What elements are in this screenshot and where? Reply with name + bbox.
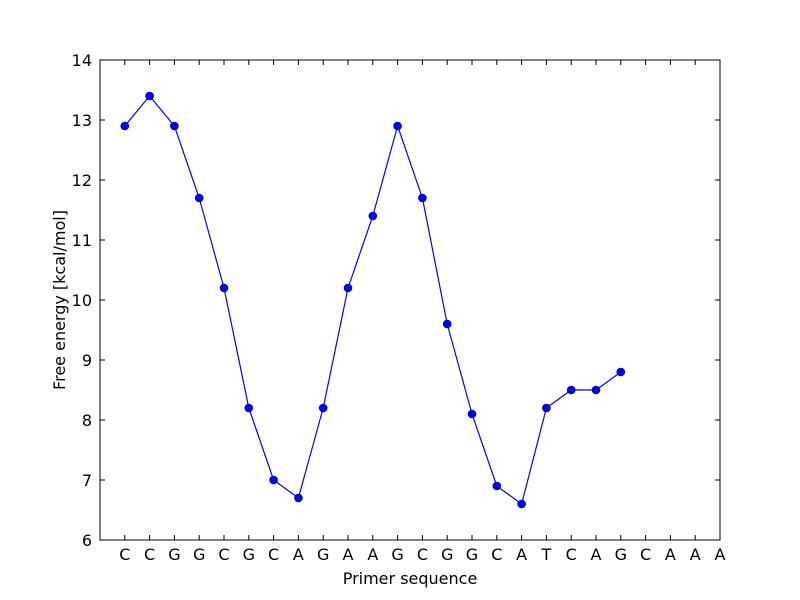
- x-tick-label: A: [516, 545, 527, 564]
- marker: [517, 499, 526, 509]
- y-tick-label: 13: [72, 111, 92, 130]
- marker: [566, 385, 576, 395]
- x-tick-label: G: [441, 545, 453, 564]
- x-tick-label: C: [640, 545, 651, 564]
- x-tick-label: G: [193, 545, 205, 564]
- marker: [368, 211, 378, 221]
- x-tick-label: A: [343, 545, 354, 564]
- x-tick-label: C: [566, 545, 577, 564]
- x-tick-label: A: [690, 545, 701, 564]
- marker: [418, 193, 427, 203]
- marker: [442, 319, 452, 329]
- marker: [492, 481, 502, 491]
- marker: [542, 403, 551, 413]
- y-tick-label: 11: [72, 231, 92, 250]
- marker: [145, 91, 154, 101]
- x-tick-label: T: [541, 545, 552, 564]
- x-tick-label: A: [665, 545, 676, 564]
- x-tick-label: G: [615, 545, 627, 564]
- y-axis-label: Free energy [kcal/mol]: [50, 210, 69, 390]
- marker: [269, 475, 278, 485]
- marker: [591, 385, 601, 395]
- x-tick-label: C: [491, 545, 502, 564]
- marker: [616, 367, 626, 377]
- marker: [294, 493, 303, 503]
- x-tick-label: A: [367, 545, 378, 564]
- x-tick-label: G: [391, 545, 403, 564]
- y-tick-label: 6: [82, 531, 92, 550]
- plot-frame: [99, 59, 721, 541]
- x-tick-label: G: [243, 545, 255, 564]
- x-tick-label: A: [293, 545, 304, 564]
- x-tick-label: C: [119, 545, 130, 564]
- marker: [393, 121, 402, 131]
- x-tick-label: A: [591, 545, 602, 564]
- marker: [318, 403, 328, 413]
- y-tick-label: 10: [72, 291, 92, 310]
- y-tick-label: 12: [72, 171, 92, 190]
- x-tick-label: C: [218, 545, 229, 564]
- marker: [343, 283, 353, 293]
- y-tick-label: 14: [72, 51, 92, 70]
- marker: [170, 121, 179, 131]
- x-tick-label: C: [268, 545, 279, 564]
- marker: [120, 121, 130, 131]
- marker: [244, 403, 254, 413]
- x-tick-label: C: [417, 545, 428, 564]
- y-tick-label: 8: [82, 411, 92, 430]
- x-axis-label: Primer sequence: [343, 569, 478, 588]
- marker: [467, 409, 477, 419]
- marker: [219, 283, 229, 293]
- y-tick-label: 9: [82, 351, 92, 370]
- x-tick-label: G: [317, 545, 329, 564]
- x-tick-label: A: [715, 545, 726, 564]
- y-tick-label: 7: [82, 471, 92, 490]
- x-tick-label: G: [168, 545, 180, 564]
- x-tick-label: C: [144, 545, 155, 564]
- x-tick-label: G: [466, 545, 478, 564]
- marker: [194, 193, 204, 203]
